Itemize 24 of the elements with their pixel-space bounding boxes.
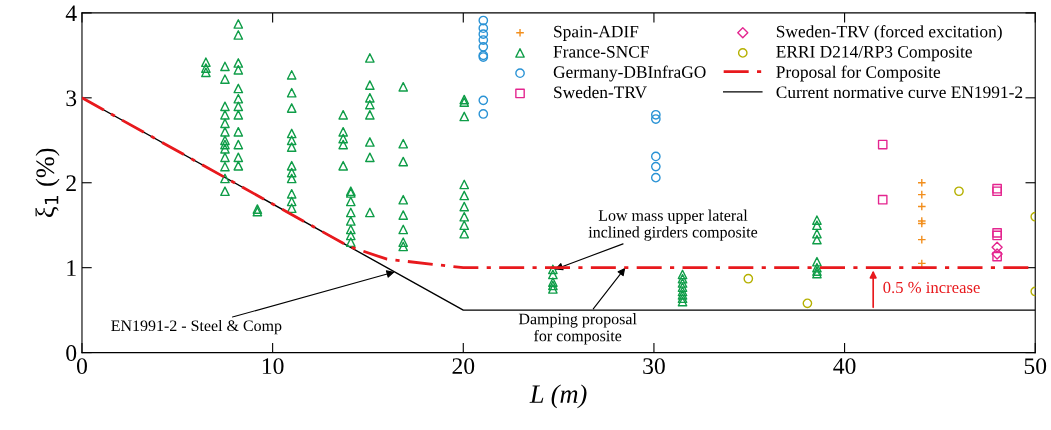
y-tick-label: 1 <box>67 260 76 276</box>
annotation: EN1991-2 - Steel & Comp <box>111 319 282 335</box>
legend-label: Proposal for Composite <box>776 65 941 82</box>
y-tick-label: 0 <box>66 345 77 362</box>
y-tick-label: 3 <box>66 90 77 107</box>
x-tick-label: 30 <box>643 358 665 375</box>
y-tick-label: 4 <box>65 5 77 22</box>
x-tick-label: 50 <box>1024 358 1047 375</box>
annotation: Low mass upper lateral inclined girders composite <box>588 209 758 241</box>
x-axis-title: L (m) <box>529 384 587 409</box>
y-tick-label: 2 <box>66 175 76 191</box>
legend-label: Spain-ADIF <box>554 25 639 41</box>
legend-label: Germany-DBInfraGO <box>553 65 706 82</box>
legend-label: Current normative curve EN1991-2 <box>776 86 1023 99</box>
legend-label: France-SNCF <box>553 45 649 58</box>
legend-label: Sweden-TRV (forced excitation) <box>776 25 1002 41</box>
x-tick-label: 20 <box>452 358 475 375</box>
y-axis-title: ξ$_{1}$ (%) <box>35 148 60 217</box>
annotation: 0.5 % increase <box>883 281 980 294</box>
legend-label: ERRI D214/RP3 Composite <box>776 45 972 62</box>
annotation: Damping proposal for composite <box>518 313 637 345</box>
x-tick-label: 40 <box>833 358 856 375</box>
legend-label: Sweden-TRV <box>554 85 647 99</box>
x-tick-label: 10 <box>262 358 284 375</box>
